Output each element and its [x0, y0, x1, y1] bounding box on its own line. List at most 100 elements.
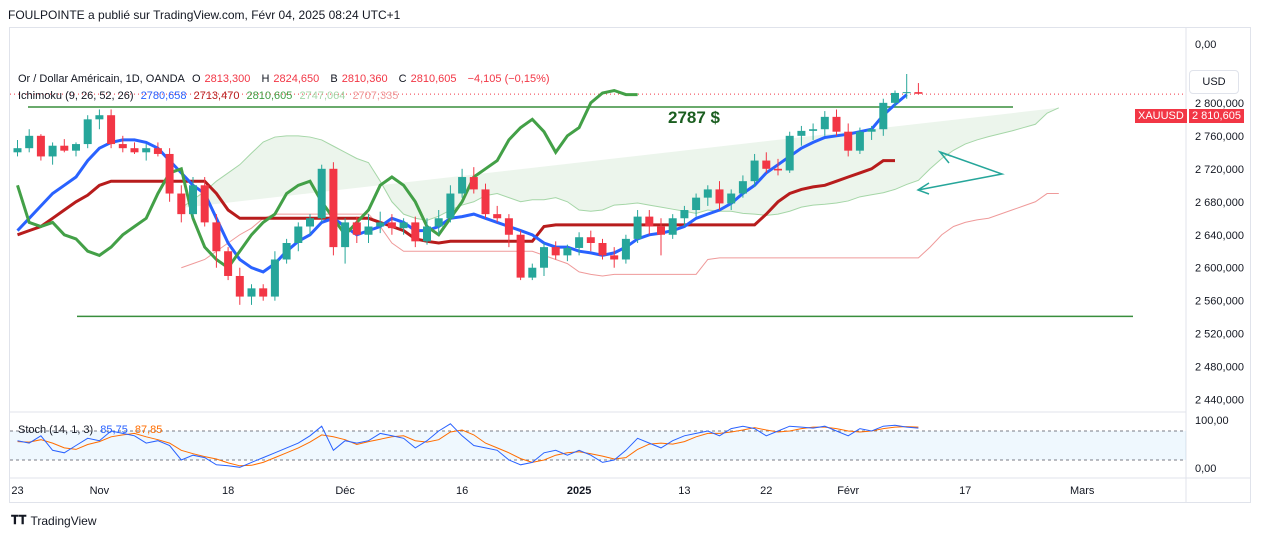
stoch-k-line [17, 423, 919, 468]
candle-body [317, 168, 326, 219]
x-tick-label: 2025 [567, 485, 591, 497]
candle-body [914, 92, 923, 94]
price-tag: 2 810,605 [1189, 109, 1244, 123]
candle-body [668, 218, 677, 235]
candle-body [329, 168, 338, 248]
candle-body [212, 222, 221, 252]
y-tick-label: 2 480,000 [1195, 362, 1244, 374]
x-tick-label: Déc [335, 485, 355, 497]
candle-body [692, 197, 701, 211]
y-tick-label: 2 440,000 [1195, 395, 1244, 407]
ichimoku-cloud [181, 107, 1059, 221]
y-tick-label: 2 760,000 [1195, 131, 1244, 143]
candle-body [13, 148, 22, 153]
y-tick-label: 2 640,000 [1195, 230, 1244, 242]
candle-body [633, 216, 642, 239]
candle-body [95, 115, 104, 120]
candle-body [165, 153, 174, 194]
legend-ichimoku-row: Ichimoku (9, 26, 52, 26) 2780,658 2713,4… [18, 90, 402, 102]
candle-body [364, 226, 373, 235]
x-tick-label: 17 [959, 485, 971, 497]
x-tick-label: Févr [837, 485, 859, 497]
candle-body [610, 255, 619, 260]
candle-body [738, 181, 747, 194]
candle-body [434, 218, 443, 227]
candle-body [598, 242, 607, 256]
legend-chikou-value: 2810,605 [246, 90, 293, 102]
candle-body [680, 210, 689, 219]
candle-body [83, 119, 92, 145]
legend-symbol: Or / Dollar Américain, 1D, OANDA [18, 73, 185, 85]
candle-body [306, 218, 314, 227]
legend-open-value: 2813,300 [204, 73, 251, 85]
candle-body [411, 222, 420, 242]
candle-body [586, 237, 595, 243]
candle-body [879, 102, 888, 130]
candle-body [118, 144, 127, 149]
legend-close-value: 2810,605 [410, 73, 457, 85]
candle-body [832, 116, 841, 132]
candle-body [785, 135, 794, 171]
tradingview-logo-icon: 𝐓𝐓 [11, 513, 27, 527]
annotation-label: 2787 $ [668, 108, 721, 127]
y-tick-label: 2 560,000 [1195, 296, 1244, 308]
candle-body [762, 160, 771, 169]
symbol-tag: XAUUSD [1135, 109, 1187, 123]
legend-stoch-k: 85,75 [100, 424, 128, 436]
legend-high-label: H [261, 73, 270, 85]
y-tick-label: 2 600,000 [1195, 263, 1244, 275]
legend-ichimoku-label: Ichimoku (9, 26, 52, 26) [18, 90, 134, 102]
candle-body [902, 92, 911, 94]
currency-button[interactable]: USD [1189, 70, 1239, 94]
candle-body [575, 237, 584, 248]
legend-low-value: 2810,360 [341, 73, 388, 85]
candle-body [703, 189, 712, 198]
y-tick-label: 2 520,000 [1195, 329, 1244, 341]
candle-body [247, 288, 256, 297]
candle-body [621, 238, 630, 260]
candle-body [493, 214, 502, 219]
arrow-drawing [917, 151, 1005, 191]
candle-body [270, 259, 279, 297]
candle-body [867, 129, 876, 132]
legend-stoch-d: 87,85 [134, 424, 163, 436]
candle-body [48, 145, 57, 157]
candle-body [60, 145, 69, 151]
x-tick-label: 16 [456, 485, 468, 497]
legend-tenkan-value: 2780,658 [140, 90, 187, 102]
legend-high-value: 2824,650 [273, 73, 320, 85]
arrow-head-icon [916, 182, 930, 195]
y-tick-label: 2 720,000 [1195, 164, 1244, 176]
candle-body [809, 129, 818, 131]
candle-body [387, 222, 396, 229]
x-tick-label: 13 [678, 485, 690, 497]
candle-body [36, 135, 45, 157]
legend-close-label: C [398, 73, 407, 85]
legend-symbol-row: Or / Dollar Américain, 1D, OANDA O 2813,3… [18, 73, 554, 85]
stoch-d-line [17, 426, 919, 467]
candle-body [516, 234, 525, 278]
candle-body [399, 222, 408, 229]
x-tick-label: 22 [760, 485, 772, 497]
candle-body [282, 242, 291, 260]
candle-body [540, 247, 548, 268]
y-tick-label: 2 800,000 [1195, 98, 1244, 110]
candle-body [504, 218, 513, 235]
candle-body [657, 226, 665, 235]
x-tick-label: Nov [90, 485, 110, 497]
candle-body [224, 251, 233, 276]
candle-body [528, 267, 537, 278]
legend-change: −4,105 (−0,15%) [467, 73, 550, 85]
candle-body [25, 135, 34, 149]
candle-body [891, 92, 899, 103]
legend-stoch-label: Stoch (14, 1, 3) [18, 424, 94, 436]
candle-body [844, 131, 853, 151]
candle-body [727, 193, 736, 204]
candle-body [750, 160, 759, 182]
senkou-span-b-line [181, 193, 1059, 277]
candle-body [352, 222, 361, 235]
candle-body [446, 193, 455, 219]
candle-body [469, 177, 478, 190]
candle-body [563, 247, 572, 256]
